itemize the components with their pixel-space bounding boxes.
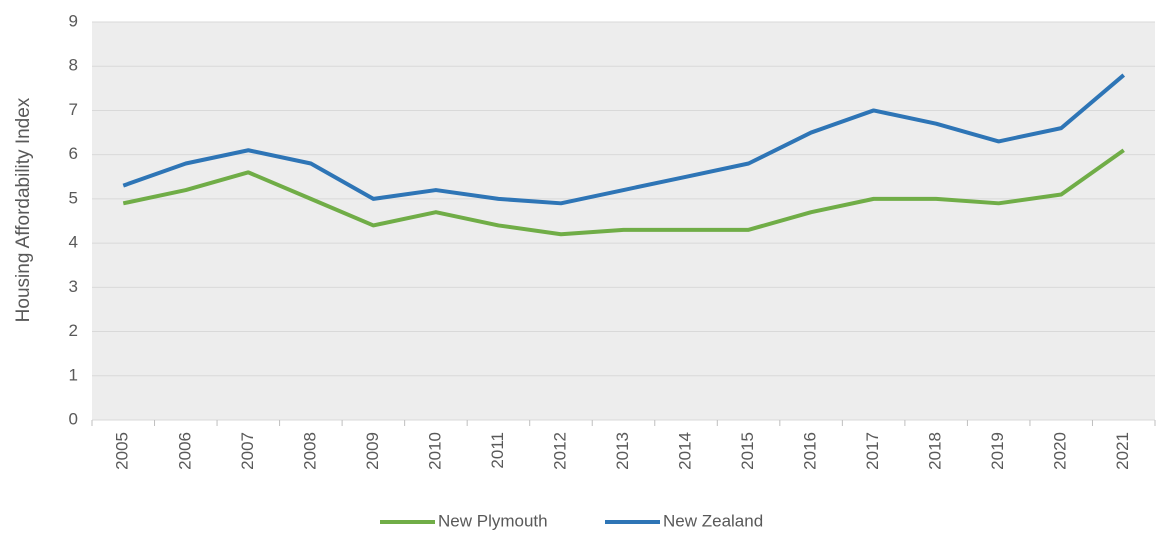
- x-tick-label: 2012: [550, 432, 569, 470]
- y-tick-label: 6: [69, 144, 78, 163]
- x-tick-label: 2020: [1051, 432, 1070, 470]
- line-series: [122, 73, 1126, 206]
- x-tick-label: 2018: [926, 432, 945, 470]
- x-tick-label: 2006: [175, 432, 194, 470]
- legend-label: New Zealand: [663, 511, 763, 530]
- x-tick-label: 2008: [300, 432, 319, 470]
- y-tick-label: 1: [69, 365, 78, 384]
- x-tick-label: 2014: [676, 432, 695, 470]
- x-tick-label: 2007: [238, 432, 257, 470]
- x-tick-label: 2021: [1113, 432, 1132, 470]
- y-tick-label: 8: [69, 56, 78, 75]
- x-tick-label: 2011: [488, 432, 507, 469]
- x-tick-label: 2015: [738, 432, 757, 470]
- x-tick-label: 2010: [425, 432, 444, 470]
- line-series: [122, 148, 1125, 237]
- x-tick-label: 2009: [363, 432, 382, 470]
- x-tick-label: 2019: [988, 432, 1007, 470]
- y-tick-label: 7: [69, 100, 78, 119]
- plot-area: [92, 22, 1155, 420]
- y-tick-label: 9: [69, 11, 78, 30]
- x-tick-label: 2013: [613, 432, 632, 470]
- y-tick-label: 4: [69, 233, 78, 252]
- y-tick-label: 3: [69, 277, 78, 296]
- x-tick-label: 2016: [801, 432, 820, 470]
- x-tick-label: 2005: [113, 432, 132, 470]
- y-tick-label: 5: [69, 188, 78, 207]
- y-axis-label: Housing Affordability Index: [13, 97, 34, 322]
- legend-label: New Plymouth: [438, 511, 548, 530]
- y-tick-label: 0: [69, 409, 78, 428]
- y-tick-label: 2: [69, 321, 78, 340]
- x-tick-label: 2017: [863, 432, 882, 470]
